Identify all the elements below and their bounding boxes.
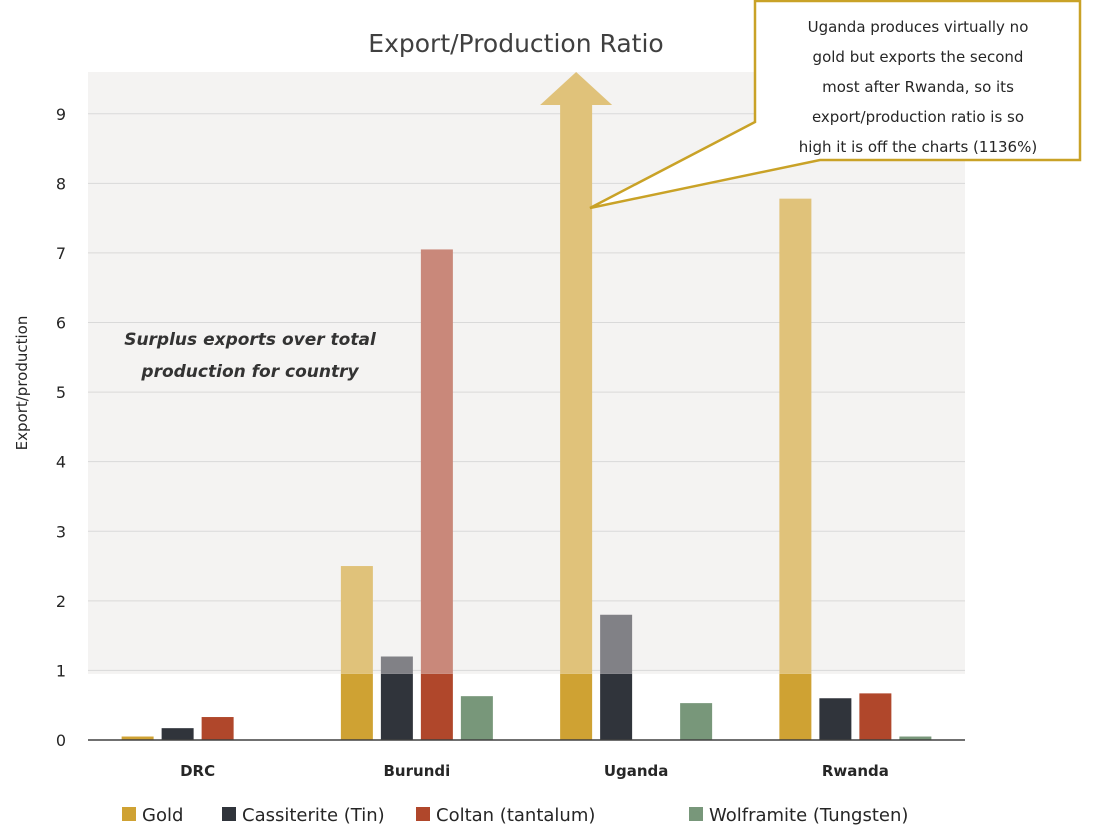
callout-line-2: gold but exports the second xyxy=(813,48,1024,66)
y-axis-ticks: 0 1 2 3 4 5 6 7 8 9 xyxy=(56,105,66,750)
gridlines xyxy=(88,113,965,671)
legend-label: Gold xyxy=(142,805,183,826)
callout: Uganda produces virtually no gold but ex… xyxy=(589,0,1082,210)
y-tick-label: 0 xyxy=(56,731,66,750)
callout-box xyxy=(589,0,1082,210)
category-label: DRC xyxy=(180,762,215,780)
bar-base-uganda-1 xyxy=(600,673,633,740)
callout-line-1: Uganda produces virtually no xyxy=(808,18,1029,36)
category-labels: DRC Burundi Uganda Rwanda xyxy=(180,762,889,780)
bar-surplus-rwanda-0 xyxy=(779,198,812,674)
bar-surplus-burundi-2 xyxy=(420,249,453,674)
y-tick-label: 1 xyxy=(56,661,66,680)
y-axis-label: Export/production xyxy=(13,316,31,451)
category-label: Uganda xyxy=(604,762,669,780)
bar-base-burundi-1 xyxy=(380,673,413,740)
bar-burundi-3 xyxy=(460,696,493,740)
y-tick-label: 7 xyxy=(56,244,66,263)
y-tick-label: 8 xyxy=(56,174,66,193)
bar-surplus-burundi-1 xyxy=(380,656,413,674)
legend-swatch xyxy=(122,807,136,821)
bar-drc-0 xyxy=(121,736,154,740)
callout-line-3: most after Rwanda, so its xyxy=(822,78,1014,96)
bar-uganda-3 xyxy=(680,703,713,740)
legend-label: Cassiterite (Tin) xyxy=(242,805,385,826)
bar-drc-2 xyxy=(201,717,234,740)
bar-drc-1 xyxy=(161,728,194,740)
category-label: Burundi xyxy=(384,762,451,780)
bar-rwanda-1 xyxy=(819,698,852,740)
bar-base-uganda-0 xyxy=(560,673,593,740)
chart-title: Export/Production Ratio xyxy=(368,29,663,58)
callout-line-4: export/production ratio is so xyxy=(812,108,1024,126)
surplus-note-line-1: Surplus exports over total xyxy=(124,330,377,350)
y-tick-label: 3 xyxy=(56,522,66,541)
y-tick-label: 9 xyxy=(56,105,66,124)
category-label: Rwanda xyxy=(822,762,889,780)
y-tick-label: 4 xyxy=(56,453,66,472)
y-tick-label: 6 xyxy=(56,314,66,333)
bars xyxy=(121,72,932,740)
callout-line-5: high it is off the charts (1136%) xyxy=(799,138,1037,156)
off-chart-arrowhead xyxy=(540,72,613,105)
bar-surplus-burundi-0 xyxy=(340,566,373,674)
bar-rwanda-3 xyxy=(899,736,932,740)
bar-base-burundi-2 xyxy=(420,673,453,740)
legend-swatch xyxy=(222,807,236,821)
legend-swatch xyxy=(416,807,430,821)
bar-base-rwanda-0 xyxy=(779,673,812,740)
bar-surplus-uganda-1 xyxy=(600,614,633,674)
bar-rwanda-2 xyxy=(859,693,892,740)
surplus-region-background xyxy=(88,72,965,674)
legend: Gold Cassiterite (Tin) Coltan (tantalum) Wo… xyxy=(122,805,908,826)
y-tick-label: 2 xyxy=(56,592,66,611)
legend-label: Coltan (tantalum) xyxy=(436,805,595,826)
bar-base-burundi-0 xyxy=(340,673,373,740)
y-tick-label: 5 xyxy=(56,383,66,402)
surplus-note-line-2: production for country xyxy=(140,362,359,382)
bar-surplus-uganda-0 xyxy=(560,105,593,674)
legend-swatch xyxy=(689,807,703,821)
legend-label: Wolframite (Tungsten) xyxy=(709,805,908,826)
